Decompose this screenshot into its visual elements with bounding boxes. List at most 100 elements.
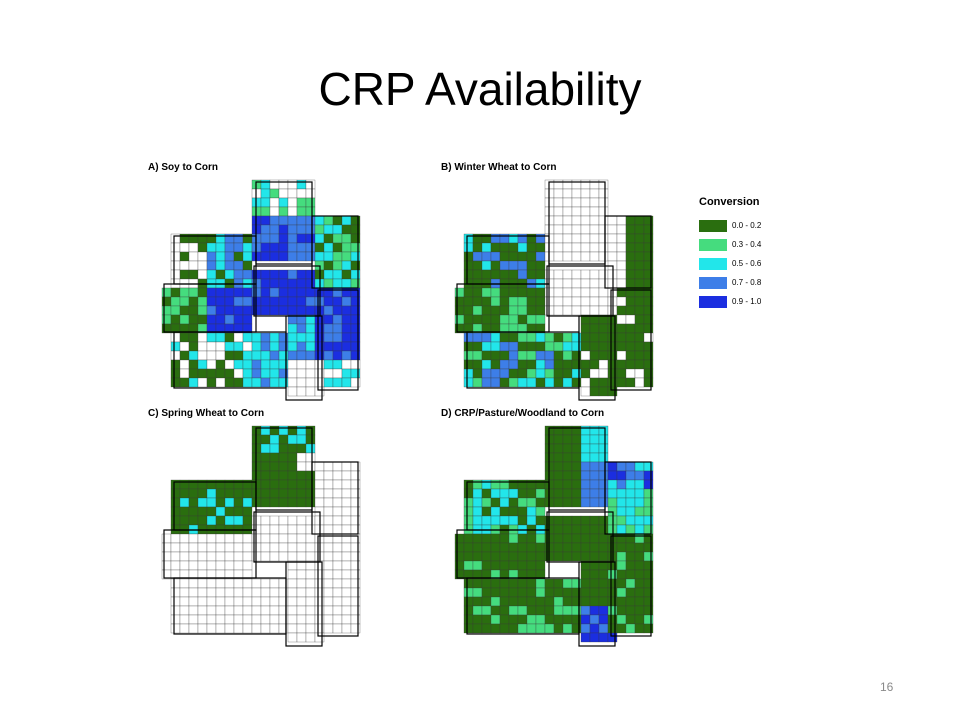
- county-cell: [481, 605, 492, 616]
- county-cell: [580, 224, 591, 235]
- county-cell: [341, 233, 352, 244]
- county-cell: [323, 233, 334, 244]
- county-cell: [562, 497, 573, 508]
- county-cell: [463, 251, 474, 262]
- county-cell: [571, 197, 582, 208]
- county-cell: [278, 368, 289, 379]
- county-cell: [233, 332, 244, 343]
- county-cell: [296, 524, 307, 535]
- county-cell: [188, 269, 199, 280]
- county-cell: [535, 377, 546, 388]
- county-cell: [350, 323, 361, 334]
- county-cell: [562, 332, 573, 343]
- county-cell: [251, 614, 262, 625]
- county-cell: [571, 305, 582, 316]
- county-cell: [589, 359, 600, 370]
- county-cell: [206, 605, 217, 616]
- county-cell: [260, 233, 271, 244]
- county-cell: [616, 305, 627, 316]
- county-cell: [323, 470, 334, 481]
- county-cell: [296, 452, 307, 463]
- county-cell: [625, 488, 636, 499]
- county-cell: [553, 443, 564, 454]
- county-cell: [589, 332, 600, 343]
- county-cell: [341, 368, 352, 379]
- county-cell: [350, 515, 361, 526]
- county-cell: [571, 233, 582, 244]
- county-cell: [625, 296, 636, 307]
- county-cell: [643, 215, 654, 226]
- county-cell: [490, 341, 501, 352]
- county-cell: [269, 368, 280, 379]
- county-cell: [580, 443, 591, 454]
- county-cell: [481, 251, 492, 262]
- county-cell: [287, 197, 298, 208]
- county-cell: [350, 524, 361, 535]
- county-cell: [643, 488, 654, 499]
- county-cell: [179, 578, 190, 589]
- county-cell: [598, 386, 609, 397]
- county-cell: [233, 479, 244, 490]
- county-cell: [269, 341, 280, 352]
- county-cell: [233, 269, 244, 280]
- county-cell: [580, 251, 591, 262]
- county-cell: [535, 296, 546, 307]
- county-cell: [472, 578, 483, 589]
- county-cell: [269, 452, 280, 463]
- county-cell: [598, 215, 609, 226]
- county-cell: [634, 224, 645, 235]
- county-cell: [571, 578, 582, 589]
- county-cell: [350, 506, 361, 517]
- county-cell: [269, 614, 280, 625]
- county-cell: [589, 434, 600, 445]
- county-cell: [589, 524, 600, 535]
- county-cell: [598, 461, 609, 472]
- county-cell: [278, 269, 289, 280]
- county-cell: [607, 623, 618, 634]
- county-cell: [463, 515, 474, 526]
- county-cell: [179, 377, 190, 388]
- county-cell: [625, 461, 636, 472]
- county-cell: [526, 332, 537, 343]
- county-cell: [323, 359, 334, 370]
- county-cell: [517, 296, 528, 307]
- county-cell: [634, 587, 645, 598]
- county-cell: [188, 506, 199, 517]
- county-cell: [197, 314, 208, 325]
- map-panel-a-label: A) Soy to Corn: [148, 162, 218, 173]
- county-cell: [589, 305, 600, 316]
- county-cell: [260, 224, 271, 235]
- county-cell: [625, 323, 636, 334]
- county-cell: [323, 560, 334, 571]
- county-cell: [170, 377, 181, 388]
- county-cell: [341, 224, 352, 235]
- county-cell: [598, 188, 609, 199]
- county-cell: [643, 470, 654, 481]
- county-cell: [598, 515, 609, 526]
- state-boundary: [578, 561, 616, 647]
- county-cell: [269, 533, 280, 544]
- county-cell: [179, 614, 190, 625]
- county-cell: [233, 350, 244, 361]
- county-cell: [296, 341, 307, 352]
- legend-swatch: [699, 238, 727, 251]
- county-cell: [598, 578, 609, 589]
- county-cell: [625, 605, 636, 616]
- county-cell: [233, 551, 244, 562]
- county-cell: [589, 251, 600, 262]
- county-cell: [323, 314, 334, 325]
- county-cell: [625, 497, 636, 508]
- county-cell: [643, 368, 654, 379]
- county-cell: [634, 251, 645, 262]
- county-cell: [323, 551, 334, 562]
- county-cell: [314, 323, 325, 334]
- county-cell: [188, 551, 199, 562]
- county-cell: [332, 323, 343, 334]
- county-cell: [526, 488, 537, 499]
- county-cell: [463, 560, 474, 571]
- county-cell: [296, 623, 307, 634]
- county-cell: [179, 587, 190, 598]
- county-cell: [535, 305, 546, 316]
- legend-label: 0.5 - 0.6: [732, 259, 762, 268]
- county-cell: [323, 479, 334, 490]
